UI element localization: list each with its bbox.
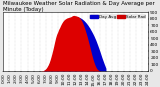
Legend: Day Avg, Solar Rad: Day Avg, Solar Rad	[89, 14, 146, 19]
Text: Milwaukee Weather Solar Radiation & Day Average per Minute (Today): Milwaukee Weather Solar Radiation & Day …	[3, 1, 155, 12]
